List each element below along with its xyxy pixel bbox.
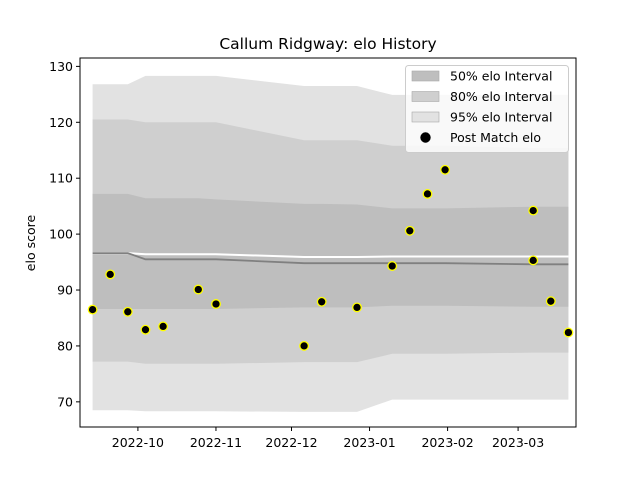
elo-point-2022-10-11	[158, 321, 169, 332]
y-tick-label-100: 100	[49, 227, 73, 242]
elo-point-extra-0	[528, 255, 539, 266]
plot-area	[87, 75, 574, 412]
legend-label-1: 80% elo Interval	[450, 89, 552, 104]
y-tick-label-130: 130	[49, 59, 73, 74]
elo-point-2023-03-14	[545, 296, 556, 307]
elo-point-2022-09-20	[105, 269, 116, 280]
elo-point-2023-03-21	[563, 327, 574, 338]
elo-point-2022-12-27	[352, 302, 362, 313]
elo-point-2023-01-24	[422, 188, 433, 199]
legend-swatch-2	[411, 111, 440, 123]
elo-point-2022-10-25	[193, 284, 204, 295]
y-axis: 70 80 90 100 110 120 130	[49, 59, 80, 409]
elo-point-2022-09-13	[87, 304, 98, 315]
y-tick-label-80: 80	[57, 338, 73, 353]
y-tick-label-110: 110	[49, 171, 73, 186]
upper-reference-line	[92, 252, 569, 258]
elo-point-2023-03-07	[528, 205, 539, 216]
elo-point-2022-10-04	[140, 324, 151, 335]
x-tick-label-2023-03: 2023-03	[492, 435, 544, 450]
legend-box	[405, 65, 569, 153]
legend-marker-post-match	[420, 132, 431, 143]
elo-point-2023-01-31	[440, 164, 451, 175]
elo-point-2022-12-06	[299, 340, 310, 351]
chart-title: Callum Ridgway: elo History	[219, 35, 436, 53]
y-tick-label-120: 120	[49, 115, 73, 130]
elo-point-2023-01-17	[404, 225, 415, 236]
x-tick-label-2022-11: 2022-11	[190, 435, 242, 450]
legend-label-2: 95% elo Interval	[450, 110, 552, 125]
x-tick-label-2023-01: 2023-01	[343, 435, 395, 450]
legend-swatch-1	[411, 91, 440, 102]
mean-elo-line	[92, 252, 569, 266]
legend-label-3: Post Match elo	[450, 130, 541, 145]
y-tick-label-70: 70	[57, 394, 73, 409]
y-axis-label: elo score	[23, 215, 38, 272]
x-axis: 2022-10 2022-11 2022-12 2023-01 2023-02 2023-…	[112, 427, 544, 450]
axes-frame	[79, 57, 577, 428]
elo-point-2023-01-10	[387, 261, 398, 271]
y-tick-label-90: 90	[57, 283, 73, 298]
legend-label-0: 50% elo Interval	[450, 69, 552, 84]
x-tick-label-2022-12: 2022-12	[265, 435, 317, 450]
elo-point-2022-09-27	[122, 306, 133, 317]
x-tick-label-2022-10: 2022-10	[112, 435, 164, 450]
x-tick-label-2023-02: 2023-02	[421, 435, 473, 450]
elo-point-2022-11-01	[211, 299, 221, 309]
elo-point-2022-12-13	[316, 296, 327, 307]
legend: 50% elo Interval 80% elo Interval 95% elo …	[405, 65, 569, 153]
band-50-interval	[92, 193, 569, 309]
legend-swatch-0	[411, 70, 440, 82]
